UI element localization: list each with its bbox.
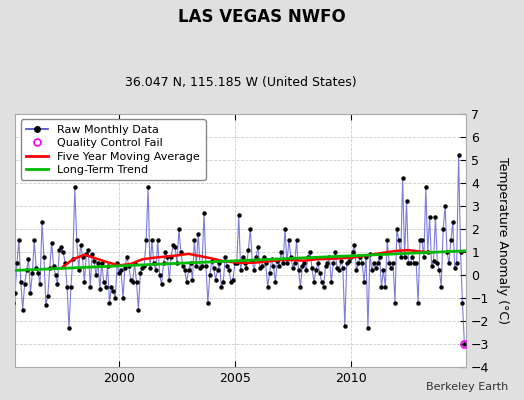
Legend: Raw Monthly Data, Quality Control Fail, Five Year Moving Average, Long-Term Tren: Raw Monthly Data, Quality Control Fail, … bbox=[20, 119, 205, 180]
Y-axis label: Temperature Anomaly (°C): Temperature Anomaly (°C) bbox=[496, 157, 509, 324]
Text: LAS VEGAS NWFO: LAS VEGAS NWFO bbox=[178, 8, 346, 26]
Title: 36.047 N, 115.185 W (United States): 36.047 N, 115.185 W (United States) bbox=[125, 76, 356, 89]
Text: Berkeley Earth: Berkeley Earth bbox=[426, 382, 508, 392]
